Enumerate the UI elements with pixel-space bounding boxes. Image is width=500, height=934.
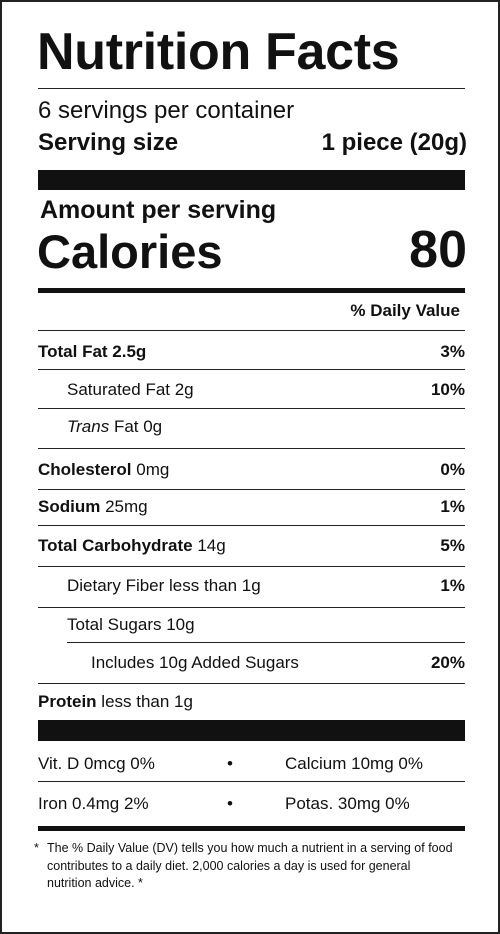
divider bbox=[38, 525, 465, 526]
nutrient-row: Total Sugars 10g bbox=[38, 614, 465, 636]
thick-line bbox=[38, 288, 465, 293]
footnote-marker: * bbox=[138, 876, 143, 890]
daily-value: 10% bbox=[430, 380, 465, 399]
nutrient-amount: 25mg bbox=[105, 497, 148, 516]
footnote-marker: * bbox=[34, 841, 39, 855]
daily-value: 1% bbox=[440, 497, 465, 516]
divider bbox=[38, 566, 465, 567]
serving-size-label: Serving size bbox=[38, 129, 179, 156]
daily-value: 20% bbox=[430, 653, 465, 672]
amount-per-serving: Amount per serving bbox=[40, 196, 277, 224]
servings: 6 servings per container bbox=[38, 97, 295, 124]
nutrient-row: Trans Fat 0g bbox=[38, 416, 465, 438]
nutrient-row: Saturated Fat 2g 10% bbox=[38, 379, 465, 401]
thick-bar bbox=[38, 170, 465, 190]
vitamin: Iron 0.4mg 2% bbox=[38, 794, 149, 813]
separator: • bbox=[227, 794, 233, 813]
vitamin: Calcium 10mg 0% bbox=[285, 754, 423, 773]
nutrient-name: Saturated Fat 2g bbox=[67, 380, 194, 399]
nutrient-amount: less than 1g bbox=[101, 692, 193, 711]
divider bbox=[38, 448, 465, 449]
footnote-text: The % Daily Value (DV) tells you how muc… bbox=[47, 841, 453, 890]
nutrient-name: Dietary Fiber less than 1g bbox=[67, 576, 261, 595]
daily-value-header: % Daily Value bbox=[350, 301, 460, 320]
divider bbox=[38, 683, 465, 684]
divider bbox=[67, 642, 465, 643]
divider bbox=[38, 607, 465, 608]
daily-value: 5% bbox=[440, 536, 465, 555]
nutrient-amount: 0mg bbox=[136, 460, 170, 479]
nutrient-row: Total Fat 2.5g 3% bbox=[38, 341, 465, 363]
divider bbox=[38, 369, 465, 370]
calories-label: Calories bbox=[37, 225, 223, 278]
calories-value: 80 bbox=[409, 221, 467, 279]
nutrient-row: Cholesterol 0mg 0% bbox=[38, 459, 465, 481]
divider bbox=[38, 408, 465, 409]
nutrient-name: Total Sugars 10g bbox=[67, 615, 195, 634]
serving-size-value: 1 piece (20g) bbox=[321, 129, 467, 156]
nutrient-row: Protein less than 1g bbox=[38, 691, 465, 713]
daily-value: 3% bbox=[440, 342, 465, 361]
nutrient-name: Fat 0g bbox=[113, 417, 163, 436]
nutrient-name: Total Carbohydrate bbox=[38, 536, 193, 555]
separator: • bbox=[227, 754, 233, 773]
daily-value: 1% bbox=[440, 576, 465, 595]
nutrient-row: Dietary Fiber less than 1g 1% bbox=[38, 575, 465, 597]
nutrient-amount: 14g bbox=[197, 536, 226, 555]
divider bbox=[38, 781, 465, 782]
vitamin: Vit. D 0mcg 0% bbox=[38, 754, 155, 773]
vitamin: Potas. 30mg 0% bbox=[285, 794, 410, 813]
thick-bar bbox=[38, 720, 465, 741]
nutrient-name: Total Fat 2.5g bbox=[38, 342, 147, 361]
divider bbox=[38, 489, 465, 490]
nutrient-name: Sodium bbox=[38, 497, 101, 516]
nutrient-row: Total Carbohydrate 14g 5% bbox=[38, 535, 465, 557]
daily-value: 0% bbox=[440, 460, 465, 479]
nutrient-row: Includes 10g Added Sugars 20% bbox=[38, 652, 465, 674]
divider bbox=[38, 88, 465, 89]
footnote: The % Daily Value (DV) tells you how muc… bbox=[47, 840, 455, 893]
nutrient-name-italic: Trans bbox=[67, 417, 110, 436]
nutrient-row: Sodium 25mg 1% bbox=[38, 496, 465, 518]
thick-line bbox=[38, 826, 465, 831]
nutrient-name: Cholesterol bbox=[38, 460, 132, 479]
divider bbox=[38, 330, 465, 331]
title: Nutrition Facts bbox=[37, 23, 400, 81]
nutrient-name: Includes 10g Added Sugars bbox=[91, 653, 299, 672]
nutrient-name: Protein bbox=[38, 692, 97, 711]
